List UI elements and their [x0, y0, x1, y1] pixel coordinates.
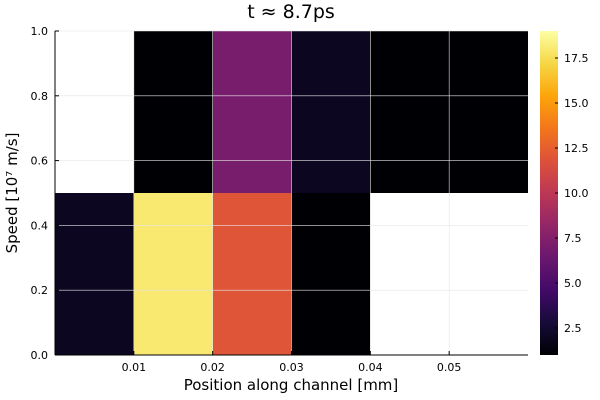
- x-tick-label: 0.02: [200, 361, 225, 374]
- heatmap-cell: [212, 193, 292, 355]
- colorbar-tick-label: 2.5: [564, 322, 582, 335]
- heatmap-cell: [133, 193, 213, 355]
- plot-area: 0.01 0.02 0.03 0.04 0.05 0.0 0.2 0.4 0.6 0.8 1.0: [31, 25, 528, 374]
- chart-title: t ≈ 8.7ps: [247, 1, 335, 23]
- colorbar-ticks: 2.5 5.0 7.5 10.0 12.5 15.0 17.5: [555, 52, 589, 335]
- y-tick-label: 0.8: [31, 90, 49, 103]
- x-axis-label: Position along channel [mm]: [184, 376, 399, 394]
- x-tick-label: 0.03: [279, 361, 304, 374]
- colorbar-tick-label: 7.5: [564, 232, 582, 245]
- x-tick-label: 0.05: [437, 361, 462, 374]
- colorbar-tick-label: 15.0: [564, 97, 589, 110]
- colorbar-tick-label: 12.5: [564, 142, 589, 155]
- heatmap-cell: [291, 31, 371, 193]
- colorbar: 2.5 5.0 7.5 10.0 12.5 15.0 17.5: [540, 31, 589, 355]
- x-tick-label: 0.04: [358, 361, 383, 374]
- y-tick-label: 0.2: [31, 284, 49, 297]
- y-tick-label: 1.0: [31, 25, 49, 38]
- heatmap-cell: [133, 31, 213, 193]
- heatmap-cell: [291, 193, 371, 355]
- colorbar-tick-label: 17.5: [564, 52, 589, 65]
- y-tick-label: 0.6: [31, 155, 49, 168]
- colorbar-tick-label: 5.0: [564, 277, 582, 290]
- y-axis-ticks: 0.0 0.2 0.4 0.6 0.8 1.0: [31, 25, 59, 362]
- heatmap-cell: [55, 193, 134, 355]
- colorbar-tick-label: 10.0: [564, 187, 589, 200]
- y-tick-label: 0.4: [31, 219, 49, 232]
- colorbar-gradient: [540, 31, 558, 355]
- y-axis-label: Speed [10⁷ m/s]: [3, 133, 21, 254]
- x-axis-ticks: 0.01 0.02 0.03 0.04 0.05: [122, 351, 462, 374]
- heatmap-cell: [212, 31, 292, 193]
- y-tick-label: 0.0: [31, 349, 49, 362]
- x-tick-label: 0.01: [122, 361, 147, 374]
